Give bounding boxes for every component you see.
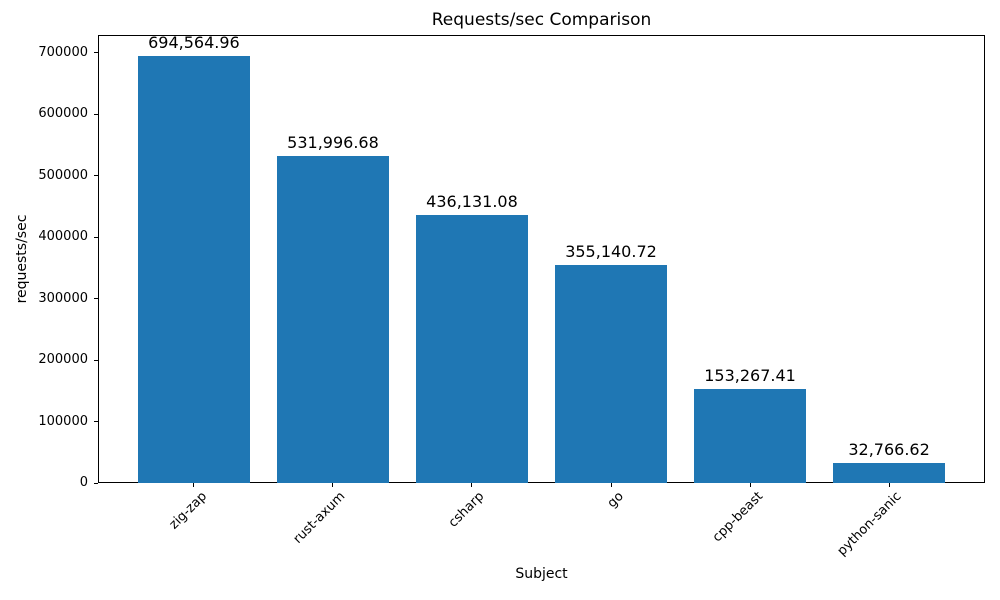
x-tick-label: csharp <box>446 489 488 531</box>
bar-value-label: 436,131.08 <box>426 192 518 212</box>
y-tick-label: 400000 <box>38 229 88 245</box>
y-tick-mark <box>94 52 98 54</box>
y-tick-label: 100000 <box>38 413 88 429</box>
bar-value-label: 153,267.41 <box>704 365 796 385</box>
y-tick-mark <box>94 175 98 177</box>
bar-python-sanic <box>833 462 945 483</box>
y-tick-label: 700000 <box>38 44 88 60</box>
y-tick-mark <box>94 113 98 115</box>
y-axis-label: requests/sec <box>14 214 30 304</box>
x-tick-label: zig-zap <box>166 489 210 533</box>
y-tick-label: 200000 <box>38 352 88 368</box>
x-tick-mark <box>610 483 612 487</box>
bar-value-label: 531,996.68 <box>287 133 379 153</box>
x-tick-label: go <box>604 489 627 512</box>
y-tick-mark <box>94 236 98 238</box>
bar-rust-axum <box>277 156 389 483</box>
bar-csharp <box>416 215 528 483</box>
y-tick-label: 500000 <box>38 167 88 183</box>
x-tick-mark <box>471 483 473 487</box>
y-tick-mark <box>94 421 98 423</box>
chart-title: Requests/sec Comparison <box>431 10 652 30</box>
bar-cpp-beast <box>694 388 806 483</box>
bar-go <box>555 264 667 483</box>
y-tick-mark <box>94 298 98 300</box>
y-tick-label: 600000 <box>38 106 88 122</box>
y-tick-label: 300000 <box>38 290 88 306</box>
y-tick-mark <box>94 482 98 484</box>
x-tick-label: cpp-beast <box>709 489 766 546</box>
y-tick-mark <box>94 359 98 361</box>
bar-zig-zap <box>138 56 250 483</box>
bar-value-label: 32,766.62 <box>848 439 930 459</box>
y-tick-label: 0 <box>79 475 88 490</box>
x-tick-mark <box>749 483 751 487</box>
x-tick-mark <box>888 483 890 487</box>
bar-value-label: 355,140.72 <box>565 241 657 261</box>
x-tick-mark <box>332 483 334 487</box>
x-tick-label: python-sanic <box>834 489 905 559</box>
x-tick-mark <box>193 483 195 487</box>
x-axis-label: Subject <box>515 566 568 582</box>
x-tick-label: rust-axum <box>290 489 349 547</box>
bar-value-label: 694,564.96 <box>148 33 240 53</box>
